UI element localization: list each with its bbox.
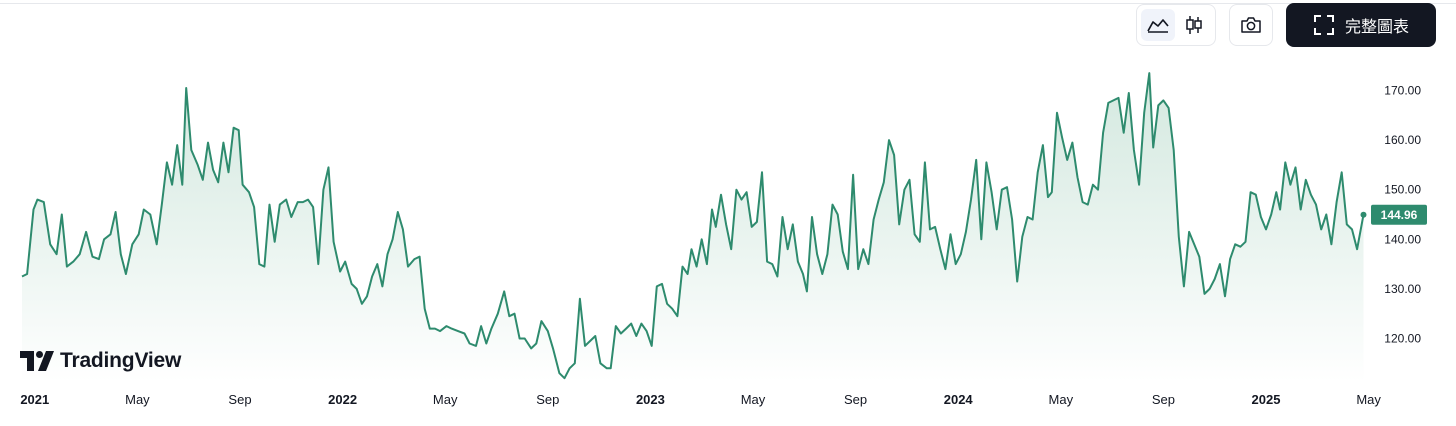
x-tick-label: May — [1049, 392, 1074, 407]
chart-toolbar: 完整圖表 — [1136, 3, 1456, 47]
x-tick-label: 2022 — [328, 392, 357, 407]
snapshot-button[interactable] — [1234, 9, 1268, 41]
x-tick-label: Sep — [228, 392, 251, 407]
chart-type-group — [1136, 4, 1216, 46]
last-price-badge — [1371, 204, 1427, 225]
y-tick-label: 130.00 — [1384, 282, 1421, 296]
candlestick-button[interactable] — [1177, 9, 1211, 41]
x-tick-label: May — [741, 392, 766, 407]
candlestick-icon — [1186, 16, 1202, 34]
fullscreen-icon — [1313, 15, 1334, 35]
y-tick-label: 160.00 — [1384, 133, 1421, 147]
tradingview-brand[interactable]: TradingView — [20, 349, 181, 373]
full-chart-label: 完整圖表 — [1344, 17, 1409, 36]
x-tick-label: May — [1356, 392, 1381, 407]
y-tick-label: 140.00 — [1384, 232, 1421, 246]
last-price-label: 144.96 — [1381, 208, 1418, 222]
price-area-fill — [22, 73, 1364, 382]
y-tick-label: 120.00 — [1384, 332, 1421, 346]
x-tick-label: Sep — [1152, 392, 1175, 407]
brand-name: TradingView — [60, 349, 182, 372]
last-price-point — [1360, 211, 1367, 218]
tradingview-logo-icon — [20, 351, 54, 371]
x-tick-label: May — [125, 392, 150, 407]
snapshot-group — [1229, 4, 1273, 46]
line-chart-icon — [1147, 19, 1169, 33]
x-tick-label: Sep — [536, 392, 559, 407]
x-tick-label: Sep — [844, 392, 867, 407]
price-series-line — [21, 72, 1365, 380]
full-chart-button[interactable]: 完整圖表 — [1286, 3, 1436, 47]
x-tick-label: 2025 — [1252, 392, 1281, 407]
line-chart-button[interactable] — [1141, 9, 1175, 41]
y-tick-label: 150.00 — [1384, 183, 1421, 197]
y-tick-label: 170.00 — [1384, 84, 1421, 98]
x-tick-label: 2021 — [20, 392, 49, 407]
camera-icon — [1241, 17, 1261, 33]
x-tick-label: 2024 — [944, 392, 974, 407]
x-tick-label: May — [433, 392, 458, 407]
top-divider — [0, 3, 1456, 4]
x-tick-label: 2023 — [636, 392, 665, 407]
